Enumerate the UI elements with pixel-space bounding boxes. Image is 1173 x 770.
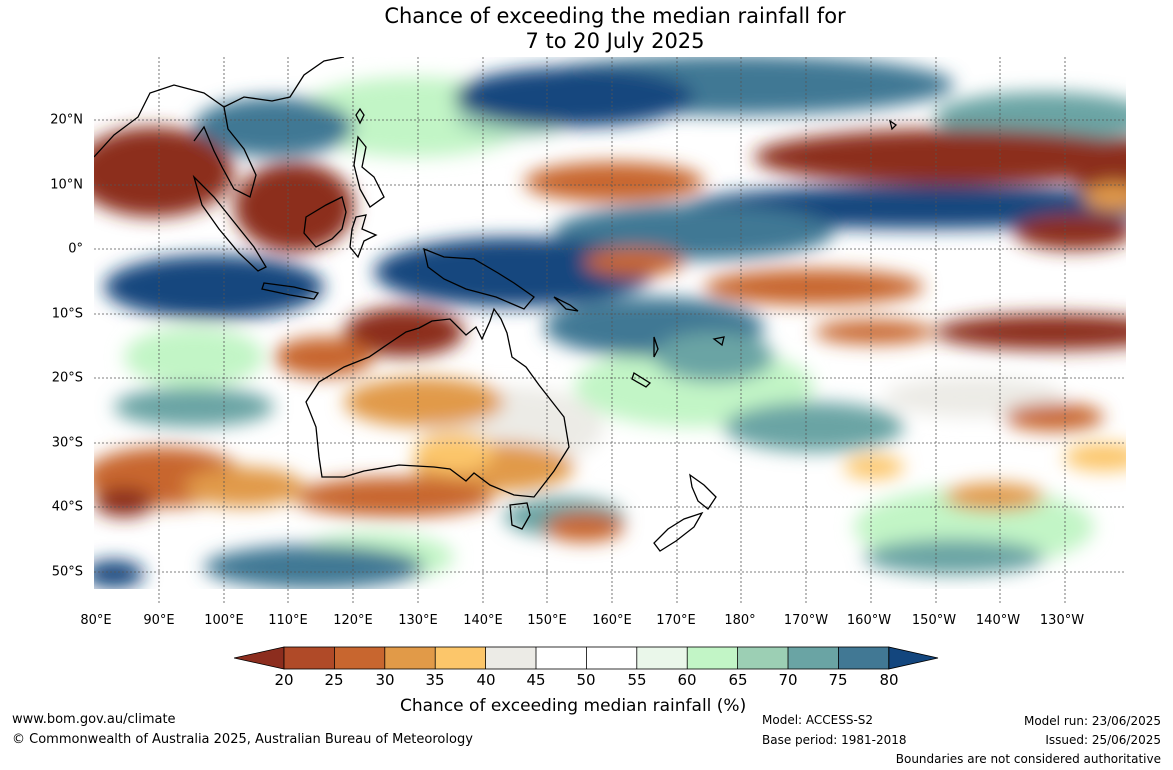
colorbar-tick-30: 30: [375, 671, 395, 689]
philippines-outline: [353, 135, 385, 208]
colorbar-tick-50: 50: [576, 671, 596, 689]
colorbar-tick-70: 70: [778, 671, 798, 689]
colorbar-label: Chance of exceeding median rainfall (%): [400, 696, 747, 716]
model-run-date: Model run: 23/06/2025: [1023, 714, 1161, 728]
lat-label-20s: 20°S: [51, 370, 83, 386]
colorbar-bin-65-70: [737, 647, 788, 669]
australia-outline: [305, 307, 570, 498]
copyright-text: © Commonwealth of Australia 2025, Austra…: [12, 732, 473, 747]
lon-label-170e: 170°E: [656, 613, 696, 628]
colorbar-tick-55: 55: [627, 671, 647, 689]
lon-label-170w: 170°W: [783, 613, 829, 628]
colorbar-tick-45: 45: [526, 671, 546, 689]
lat-label-0: 0°: [68, 241, 83, 257]
lon-label-100e: 100°E: [204, 613, 244, 628]
colorbar-bin-50-55: [586, 647, 637, 669]
colorbar-bin-40-45: [485, 647, 536, 669]
hawaii-outline: [888, 119, 898, 131]
colorbar-bin-25-30: [334, 647, 385, 669]
colorbar-bin-60-65: [687, 647, 738, 669]
lon-label-160w: 160°W: [846, 613, 892, 628]
title-line-2: 7 to 20 July 2025: [525, 29, 705, 53]
lat-label-20n: 20°N: [50, 112, 83, 128]
colorbar-tick-20: 20: [274, 671, 294, 689]
lon-label-80e: 80°E: [80, 613, 112, 628]
rainfall-map: [94, 57, 1126, 604]
colorbar-bin-30-35: [384, 647, 436, 669]
fiji-outline: [712, 336, 725, 347]
colorbar-tick-80: 80: [879, 671, 899, 689]
colorbar-bin-35-40: [435, 647, 486, 669]
asia-mainland-outline: [94, 57, 345, 198]
colorbar: [233, 645, 940, 671]
lon-label-140e: 140°E: [463, 613, 503, 628]
sulawesi-outline: [349, 214, 378, 259]
lat-label-50s: 50°S: [51, 564, 83, 580]
lat-label-10n: 10°N: [50, 177, 83, 193]
coastlines: [94, 57, 898, 552]
title-line-1: Chance of exceeding the median rainfall …: [384, 4, 846, 28]
map-title: Chance of exceeding the median rainfall …: [0, 4, 1173, 54]
new-zealand-outline: [653, 473, 717, 552]
boundaries-disclaimer: Boundaries are not considered authoritat…: [895, 752, 1161, 766]
colorbar-bin-75-80: [838, 647, 889, 669]
sumatra-outline: [192, 174, 267, 272]
lon-label-130w: 130°W: [1039, 613, 1085, 628]
base-period: Base period: 1981-2018: [762, 733, 907, 747]
lat-label-10s: 10°S: [51, 306, 83, 322]
colorbar-tick-35: 35: [425, 671, 445, 689]
lat-label-40s: 40°S: [51, 499, 83, 515]
java-outline: [261, 282, 320, 300]
lon-label-90e: 90°E: [143, 613, 175, 628]
new-guinea-outline: [423, 247, 535, 310]
model-name: Model: ACCESS-S2: [762, 713, 874, 727]
colorbar-extend-high: [888, 646, 939, 670]
colorbar-bin-70-75: [788, 647, 839, 669]
rainfall-field: [94, 57, 1126, 589]
lon-label-120e: 120°E: [333, 613, 373, 628]
new-caledonia-outline: [631, 372, 652, 388]
graticule: [94, 57, 1126, 604]
colorbar-tick-40: 40: [476, 671, 496, 689]
issued-date: Issued: 25/06/2025: [1045, 733, 1161, 747]
lon-label-160e: 160°E: [592, 613, 632, 628]
colorbar-bin-45-50: [536, 647, 587, 669]
colorbar-extend-low: [233, 646, 285, 670]
lon-label-140w: 140°W: [975, 613, 1021, 628]
colorbar-tick-65: 65: [728, 671, 748, 689]
colorbar-tick-60: 60: [677, 671, 697, 689]
lat-label-30s: 30°S: [51, 435, 83, 451]
colorbar-tick-25: 25: [324, 671, 344, 689]
solomon-islands-outline: [553, 296, 579, 312]
lon-label-150e: 150°E: [527, 613, 567, 628]
tasmania-outline: [509, 502, 531, 530]
lon-label-130e: 130°E: [398, 613, 438, 628]
taiwan-outline: [355, 107, 365, 125]
borneo-outline: [303, 196, 347, 248]
lon-label-150w: 150°W: [911, 613, 957, 628]
colorbar-bin-20-25: [284, 647, 335, 669]
colorbar-tick-75: 75: [828, 671, 848, 689]
lon-label-110e: 110°E: [268, 613, 308, 628]
website-link[interactable]: www.bom.gov.au/climate: [12, 712, 176, 727]
vanuatu-outline: [653, 336, 659, 358]
lon-label-180: 180°: [724, 613, 756, 628]
colorbar-bin-55-60: [636, 647, 688, 669]
